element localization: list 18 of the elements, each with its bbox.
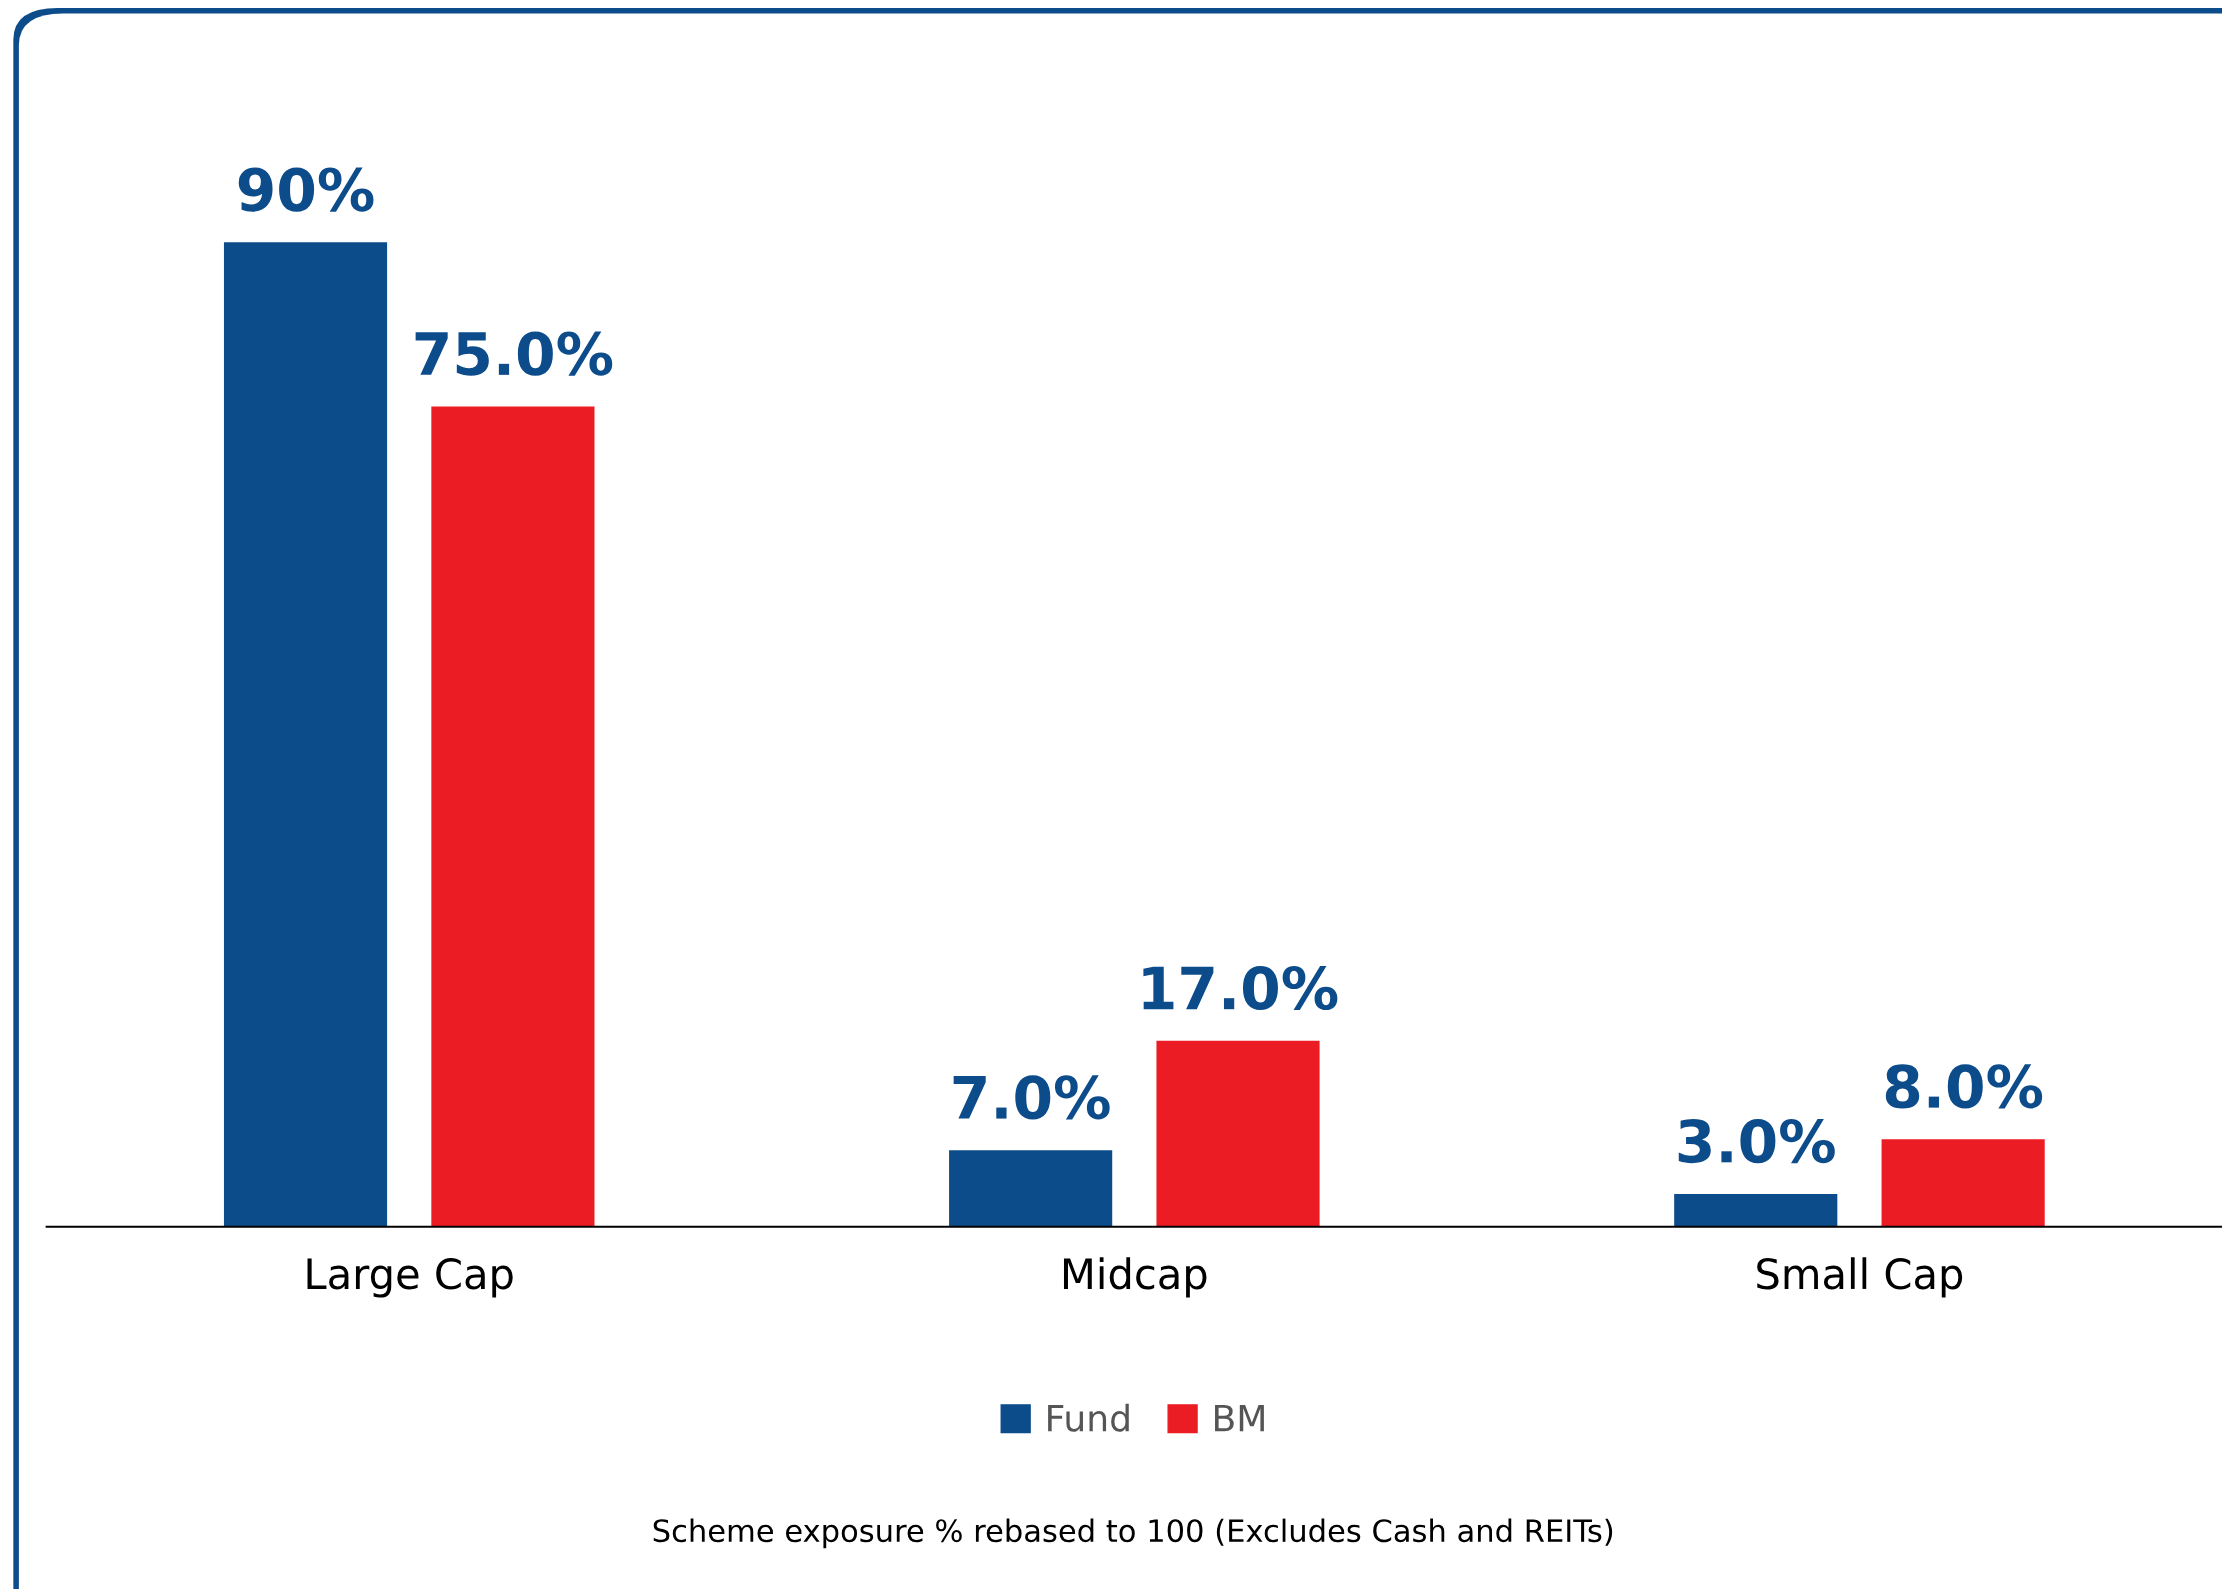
bar xyxy=(949,1150,1113,1227)
data-label: 8.0% xyxy=(1885,1064,2043,1109)
legend-label: Fund xyxy=(1048,1403,1129,1432)
data-label: 75.0% xyxy=(415,331,613,376)
x-tick-label: Large Cap xyxy=(307,1258,513,1298)
bar xyxy=(223,242,388,1227)
x-tick-label: Midcap xyxy=(1063,1257,1207,1298)
x-tick-label: Small Cap xyxy=(1757,1257,1963,1298)
data-label: 90% xyxy=(238,167,374,212)
bar xyxy=(1881,1139,2045,1227)
bar xyxy=(1674,1193,1838,1227)
data-label: 3.0% xyxy=(1678,1119,1835,1164)
bar xyxy=(431,406,595,1227)
legend-label: BM xyxy=(1215,1404,1264,1432)
bar xyxy=(1156,1040,1320,1227)
data-label: 17.0% xyxy=(1143,965,1338,1011)
data-label: 7.0% xyxy=(953,1075,1110,1120)
text: Scheme exposure % rebased to 100 (Excludes Cash and REITs) xyxy=(653,1518,1613,1549)
